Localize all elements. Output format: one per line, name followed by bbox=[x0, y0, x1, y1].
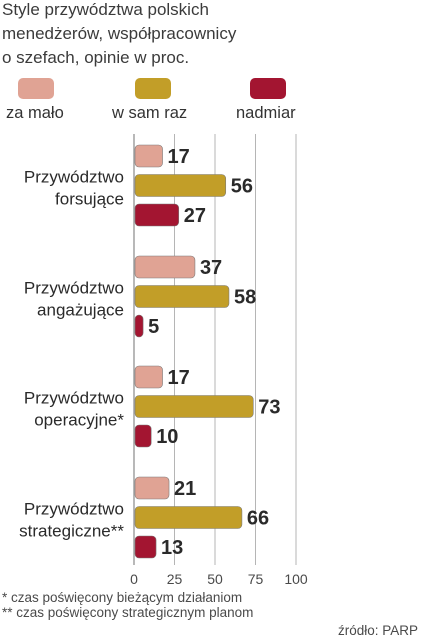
bar-value-label-1-2: 5 bbox=[148, 316, 159, 338]
bar-value-label-2-1: 73 bbox=[258, 397, 280, 419]
bar-value-label-0-1: 56 bbox=[231, 176, 253, 198]
chart-title-line-3: o szefach, opinie w proc. bbox=[2, 48, 190, 67]
x-tick-label-50: 50 bbox=[207, 571, 223, 587]
bar-value-label-1-0: 37 bbox=[200, 257, 222, 279]
bar-1-0 bbox=[134, 255, 196, 279]
x-tick-label-0: 0 bbox=[130, 571, 138, 587]
bar-3-1 bbox=[134, 506, 243, 529]
category-label-2-0: Przywództwo bbox=[24, 389, 124, 408]
category-label-1-1: angażujące bbox=[37, 301, 124, 320]
chart-title-line-1: Style przywództwa polskich bbox=[2, 0, 209, 19]
category-label-3-1: strategiczne** bbox=[19, 522, 124, 541]
bar-value-label-2-0: 17 bbox=[168, 367, 190, 389]
category-label-0-1: forsujące bbox=[55, 190, 124, 209]
bar-2-2 bbox=[134, 424, 152, 448]
legend-label-za-malo: za mało bbox=[6, 104, 64, 122]
bar-3-0 bbox=[134, 476, 170, 500]
bar-0-0 bbox=[134, 144, 163, 168]
bar-3-2 bbox=[134, 535, 157, 559]
x-tick-label-75: 75 bbox=[248, 571, 264, 587]
source-note: źródło: PARP bbox=[337, 623, 418, 638]
bar-value-label-3-2: 13 bbox=[161, 537, 183, 559]
x-tick-label-100: 100 bbox=[284, 571, 308, 587]
x-tick-label-25: 25 bbox=[167, 571, 183, 587]
bar-value-label-1-1: 58 bbox=[234, 287, 256, 309]
bar-0-1 bbox=[134, 174, 227, 197]
legend-label-w-sam-raz: w sam raz bbox=[112, 104, 188, 122]
category-label-1-0: Przywództwo bbox=[24, 279, 124, 298]
bar-2-0 bbox=[134, 365, 163, 389]
legend-swatch-nadmiar bbox=[250, 78, 286, 99]
bar-value-label-0-0: 17 bbox=[168, 146, 190, 168]
bar-value-label-0-2: 27 bbox=[184, 205, 206, 227]
bar-1-2 bbox=[134, 314, 144, 338]
legend-label-nadmiar: nadmiar bbox=[236, 104, 296, 122]
bar-2-1 bbox=[134, 395, 254, 418]
category-label-2-1: operacyjne* bbox=[34, 411, 124, 430]
chart-title-line-2: menedżerów, współpracownicy bbox=[2, 24, 237, 43]
bar-1-1 bbox=[134, 285, 230, 308]
footnote-2: ** czas poświęcony strategicznym planom bbox=[2, 605, 254, 620]
bar-value-label-3-0: 21 bbox=[174, 478, 196, 500]
footnote-1: * czas poświęcony bieżącym działaniom bbox=[2, 590, 243, 605]
legend-swatch-w-sam-raz bbox=[135, 78, 171, 99]
bar-value-label-3-1: 66 bbox=[247, 508, 269, 530]
bar-value-label-2-2: 10 bbox=[156, 426, 178, 448]
category-label-3-0: Przywództwo bbox=[24, 500, 124, 519]
legend-swatch-za-malo bbox=[18, 78, 54, 99]
category-label-0-0: Przywództwo bbox=[24, 168, 124, 187]
bar-0-2 bbox=[134, 203, 180, 227]
